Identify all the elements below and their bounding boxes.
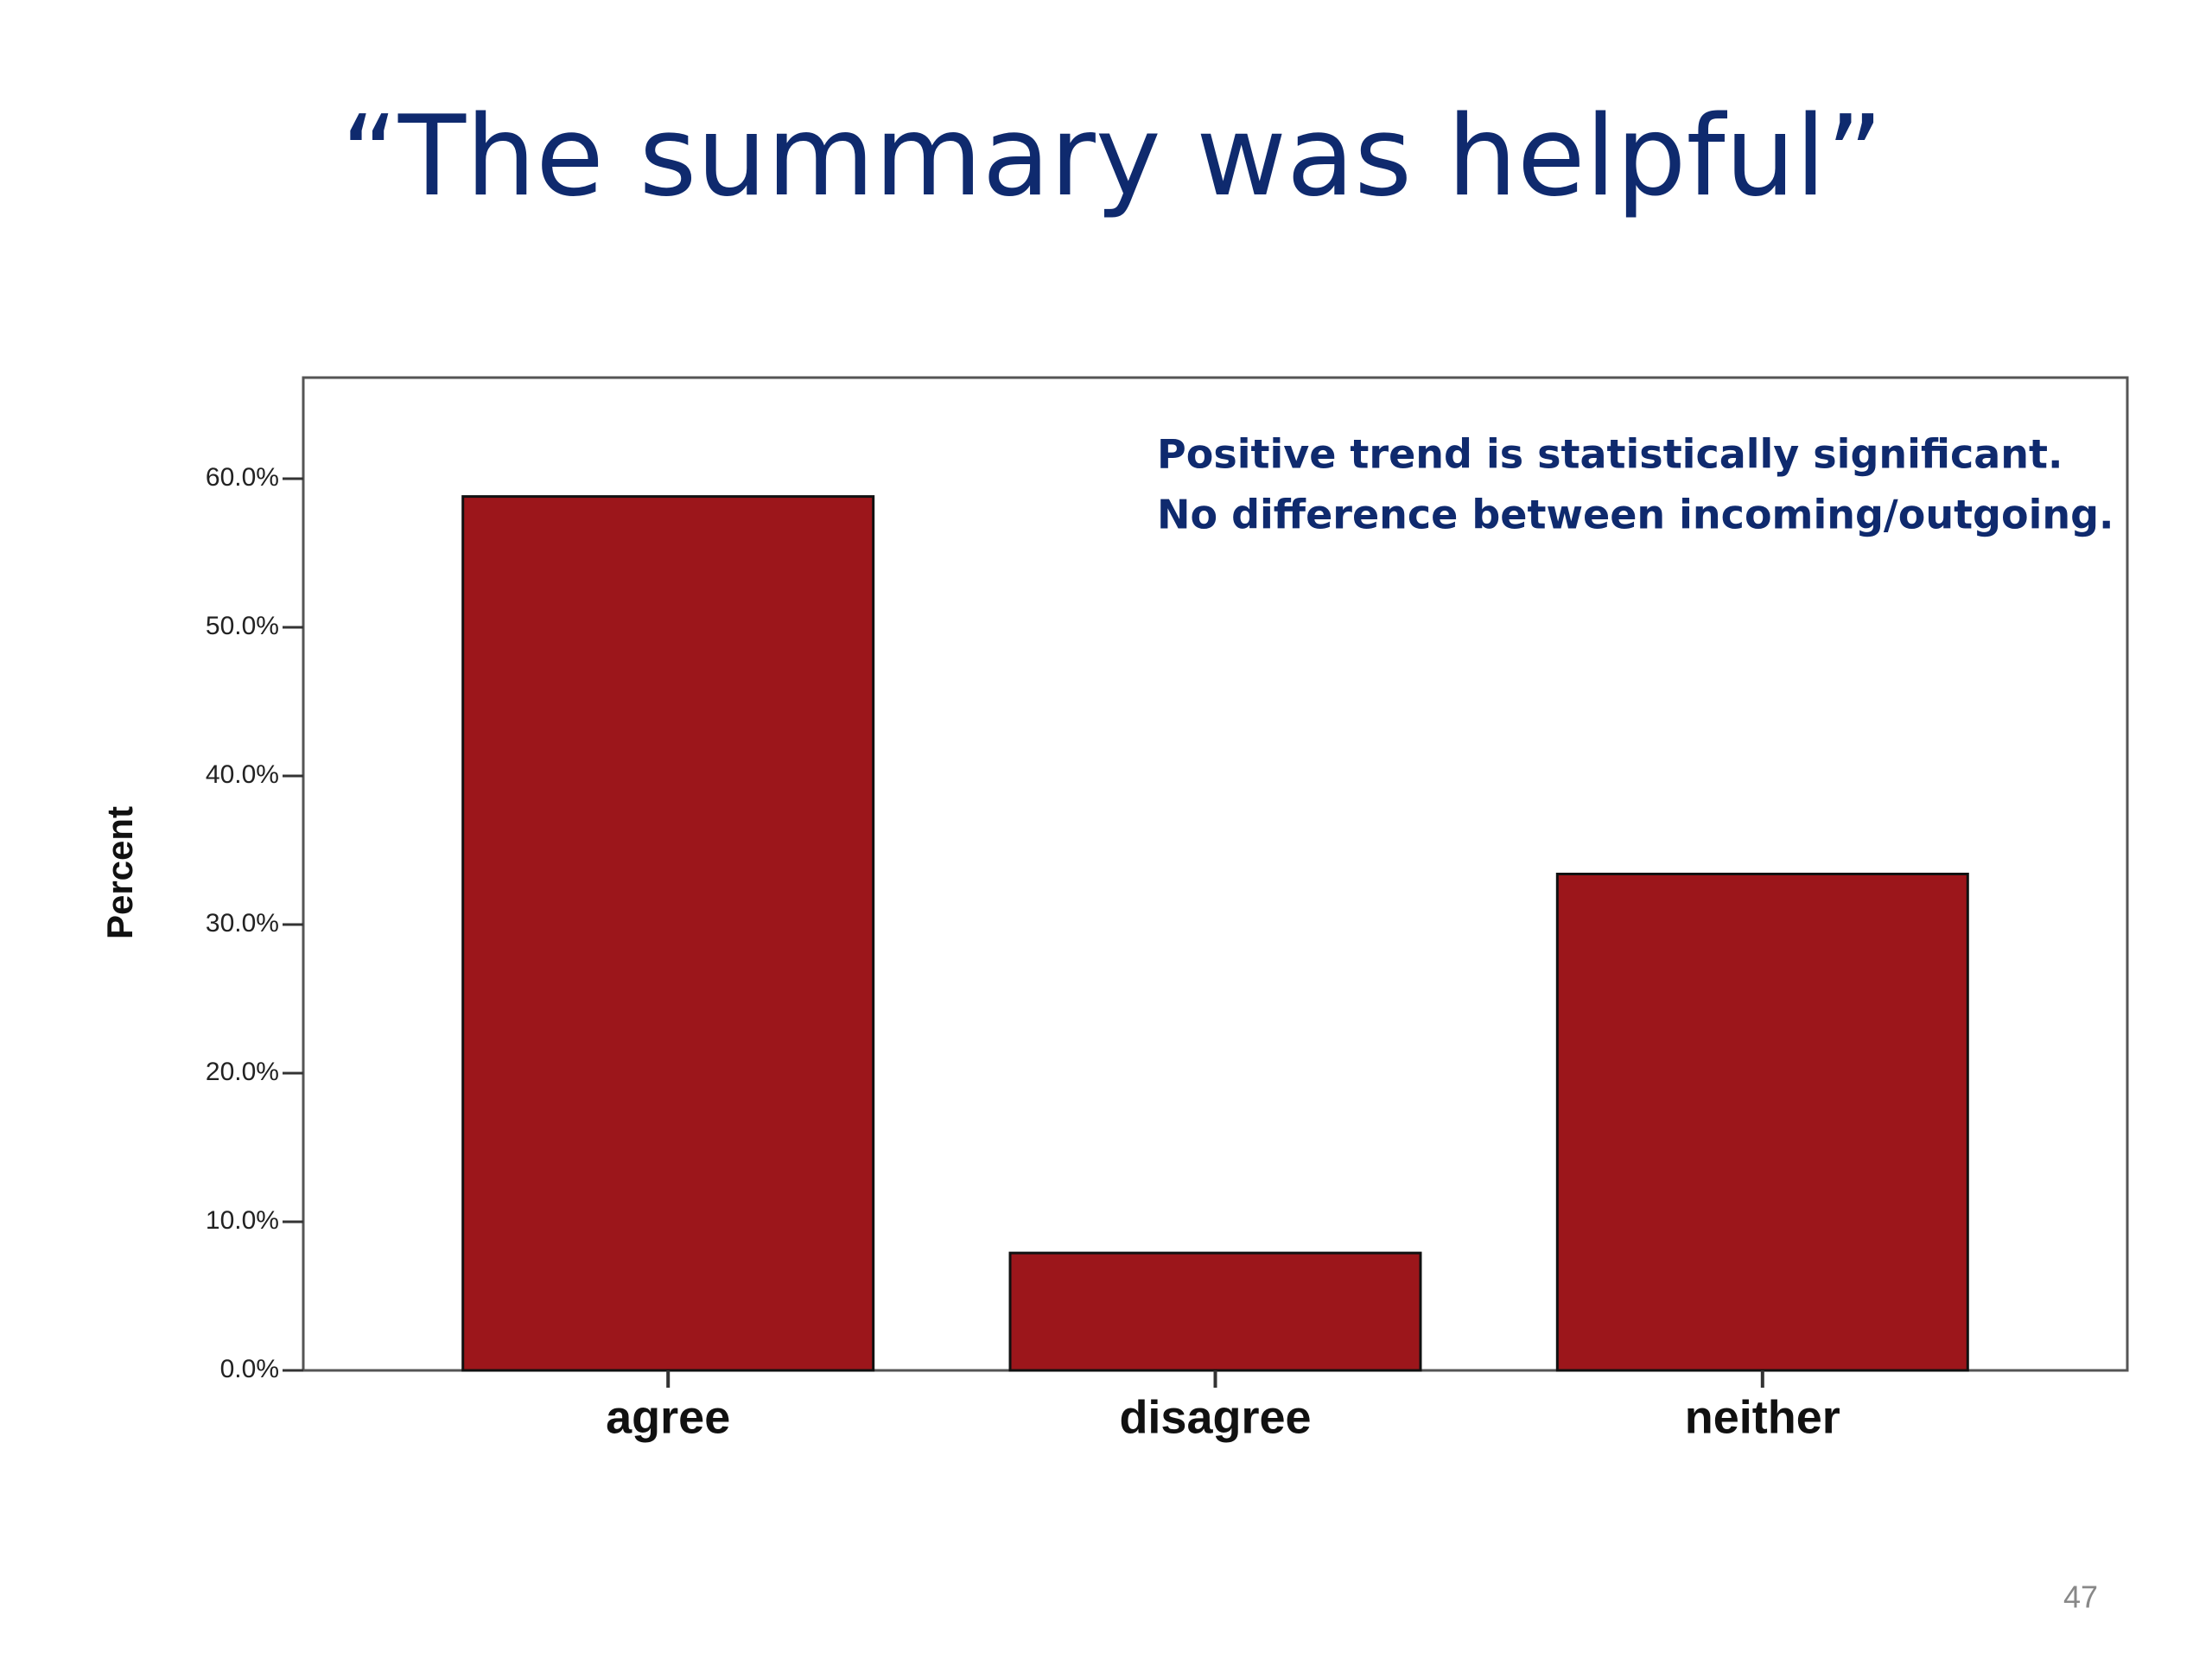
y-tick-label: 20.0% <box>206 1058 279 1086</box>
y-tick-label: 40.0% <box>206 760 279 789</box>
annotation: No difference between incoming/outgoing. <box>1157 492 2114 538</box>
x-tick-label: disagree <box>1119 1391 1311 1443</box>
bar <box>1008 1251 1422 1372</box>
chart-title: “The summary was helpful” <box>341 92 1884 221</box>
y-tick-label: 30.0% <box>206 909 279 938</box>
x-tick-label: neither <box>1685 1391 1840 1443</box>
y-tick-label: 60.0% <box>206 463 279 492</box>
x-tick-label: agree <box>606 1391 730 1443</box>
bar <box>1555 873 1969 1372</box>
y-tick-label: 0.0% <box>220 1355 279 1383</box>
y-tick-label: 10.0% <box>206 1206 279 1235</box>
y-axis-label: Percent <box>99 806 140 939</box>
bar <box>461 495 875 1372</box>
y-tick-label: 50.0% <box>206 612 279 640</box>
page-number: 47 <box>2063 1580 2098 1615</box>
annotation: Positive trend is statistically signific… <box>1157 431 2063 478</box>
